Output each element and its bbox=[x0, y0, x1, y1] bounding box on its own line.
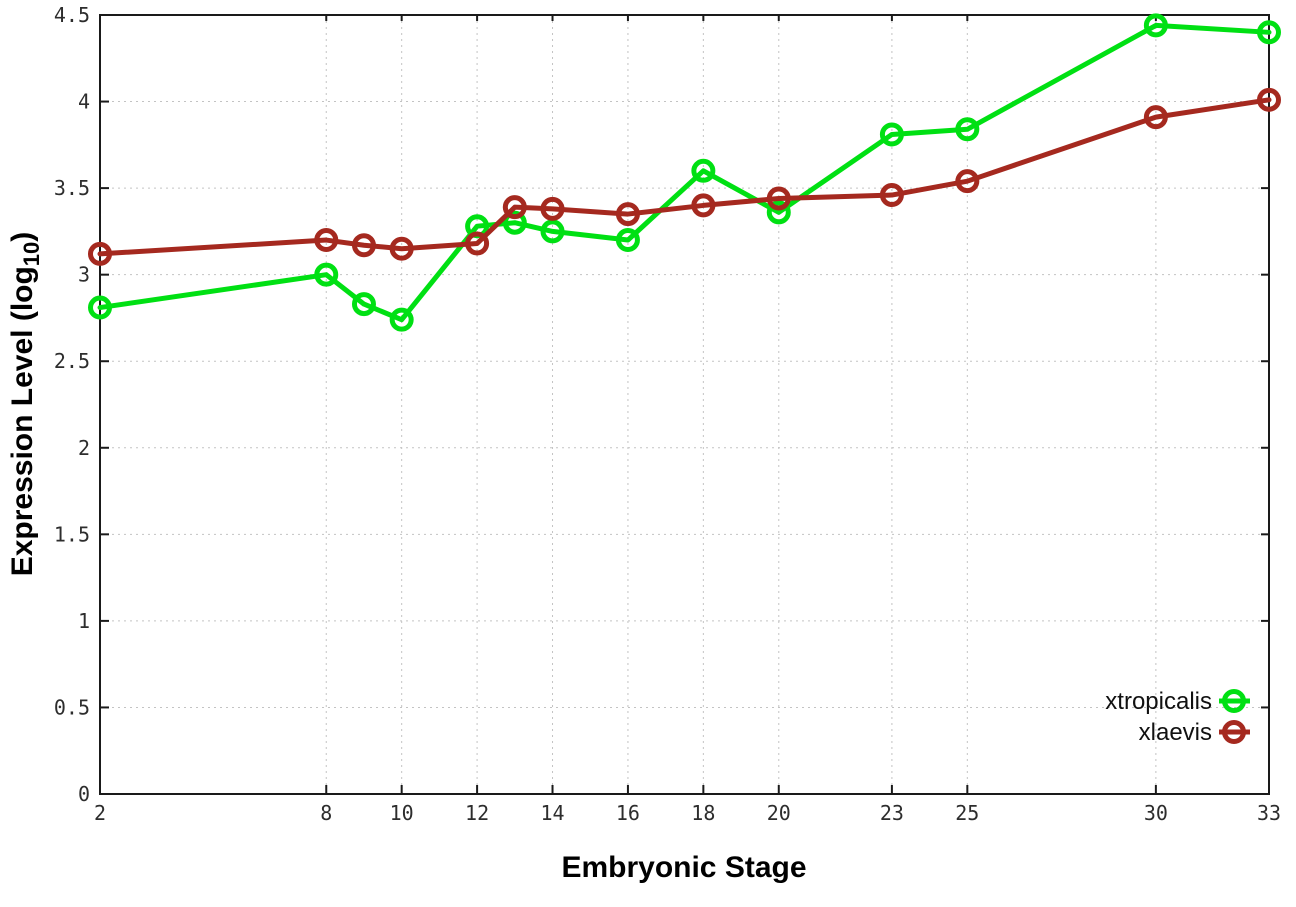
data-point-xtropicalis-stage-14 bbox=[540, 219, 565, 244]
data-point-xtropicalis-stage-16 bbox=[615, 228, 640, 253]
y-tick-label: 0.5 bbox=[54, 695, 90, 719]
y-axis-title: Expression Level (log10) bbox=[6, 232, 44, 577]
legend: xtropicalis xlaevis bbox=[1105, 688, 1250, 746]
data-point-xlaevis-stage-13 bbox=[502, 195, 527, 220]
y-tick-label: 2 bbox=[78, 436, 90, 460]
plot-border bbox=[99, 14, 1270, 795]
data-point-xlaevis-stage-2 bbox=[88, 241, 112, 266]
data-point-xlaevis-stage-18 bbox=[691, 193, 716, 218]
y-tick-label: 0 bbox=[78, 782, 90, 806]
data-point-xtropicalis-stage-8 bbox=[314, 262, 339, 287]
data-point-xtropicalis-stage-18 bbox=[691, 158, 716, 183]
legend-item-xtropicalis: xtropicalis bbox=[1105, 688, 1250, 715]
grid-layer bbox=[100, 15, 1269, 794]
x-tick-label: 33 bbox=[1257, 801, 1281, 825]
y-tick-label: 4.5 bbox=[54, 3, 90, 27]
data-point-xlaevis-stage-25 bbox=[955, 169, 980, 194]
legend-label-xtropicalis: xtropicalis bbox=[1105, 688, 1212, 715]
data-point-xlaevis-stage-10 bbox=[389, 236, 414, 261]
legend-label-xlaevis: xlaevis bbox=[1139, 719, 1212, 746]
data-point-xlaevis-stage-20 bbox=[766, 186, 791, 211]
data-point-xlaevis-stage-12 bbox=[465, 231, 490, 256]
x-tick-label: 10 bbox=[390, 801, 414, 825]
data-point-xtropicalis-stage-20 bbox=[766, 200, 791, 225]
x-tick-label: 23 bbox=[880, 801, 904, 825]
x-tick-label: 25 bbox=[955, 801, 979, 825]
legend-marker-xtropicalis bbox=[1222, 689, 1246, 713]
data-point-xtropicalis-stage-25 bbox=[955, 117, 980, 142]
x-axis-title: Embryonic Stage bbox=[561, 851, 806, 884]
data-point-xlaevis-stage-23 bbox=[879, 183, 904, 208]
series-line-xlaevis bbox=[97, 97, 1272, 257]
series-layer bbox=[88, 13, 1281, 332]
data-point-xlaevis-stage-30 bbox=[1143, 105, 1168, 130]
tick-label-layer: 2 8 10 12 14 16 18 20 23 25 30 33 0 0.5 1 1.5 2 2.5 3 3.5 4 4… bbox=[54, 3, 1281, 825]
x-tick-label: 20 bbox=[767, 801, 791, 825]
x-tick-label: 18 bbox=[691, 801, 715, 825]
y-tick-label: 3.5 bbox=[54, 176, 90, 200]
y-axis-title-base: Expression Level (log bbox=[6, 266, 39, 576]
legend-item-xlaevis: xlaevis bbox=[1139, 719, 1250, 746]
data-point-xlaevis-stage-14 bbox=[540, 196, 565, 221]
data-point-xlaevis-stage-16 bbox=[615, 202, 640, 227]
y-tick-label: 2.5 bbox=[54, 349, 90, 373]
x-tick-label: 16 bbox=[616, 801, 640, 825]
data-point-xtropicalis-stage-13 bbox=[502, 210, 527, 235]
data-point-xtropicalis-stage-30 bbox=[1143, 13, 1168, 38]
data-point-xlaevis-stage-9 bbox=[351, 233, 376, 258]
series-line-xtropicalis bbox=[97, 22, 1272, 323]
data-point-xtropicalis-stage-23 bbox=[879, 122, 904, 147]
tick-layer bbox=[99, 14, 1270, 795]
y-tick-label: 1 bbox=[78, 609, 90, 633]
y-tick-label: 4 bbox=[78, 90, 90, 114]
data-point-xtropicalis-stage-10 bbox=[389, 307, 414, 332]
legend-marker-xlaevis bbox=[1222, 720, 1246, 744]
data-point-xtropicalis-stage-2 bbox=[88, 295, 112, 320]
y-tick-label: 1.5 bbox=[54, 522, 90, 546]
x-tick-label: 14 bbox=[540, 801, 564, 825]
x-tick-label: 12 bbox=[465, 801, 489, 825]
x-tick-label: 2 bbox=[94, 801, 106, 825]
x-tick-label: 8 bbox=[320, 801, 332, 825]
y-tick-label: 3 bbox=[78, 263, 90, 287]
y-axis-title-close: ) bbox=[6, 232, 39, 242]
data-point-xlaevis-stage-8 bbox=[314, 228, 339, 253]
x-tick-label: 30 bbox=[1144, 801, 1168, 825]
data-point-xlaevis-stage-33 bbox=[1257, 87, 1281, 112]
data-point-xtropicalis-stage-9 bbox=[351, 292, 376, 317]
data-point-xtropicalis-stage-33 bbox=[1257, 20, 1281, 45]
y-axis-title-subscript: 10 bbox=[19, 242, 44, 266]
